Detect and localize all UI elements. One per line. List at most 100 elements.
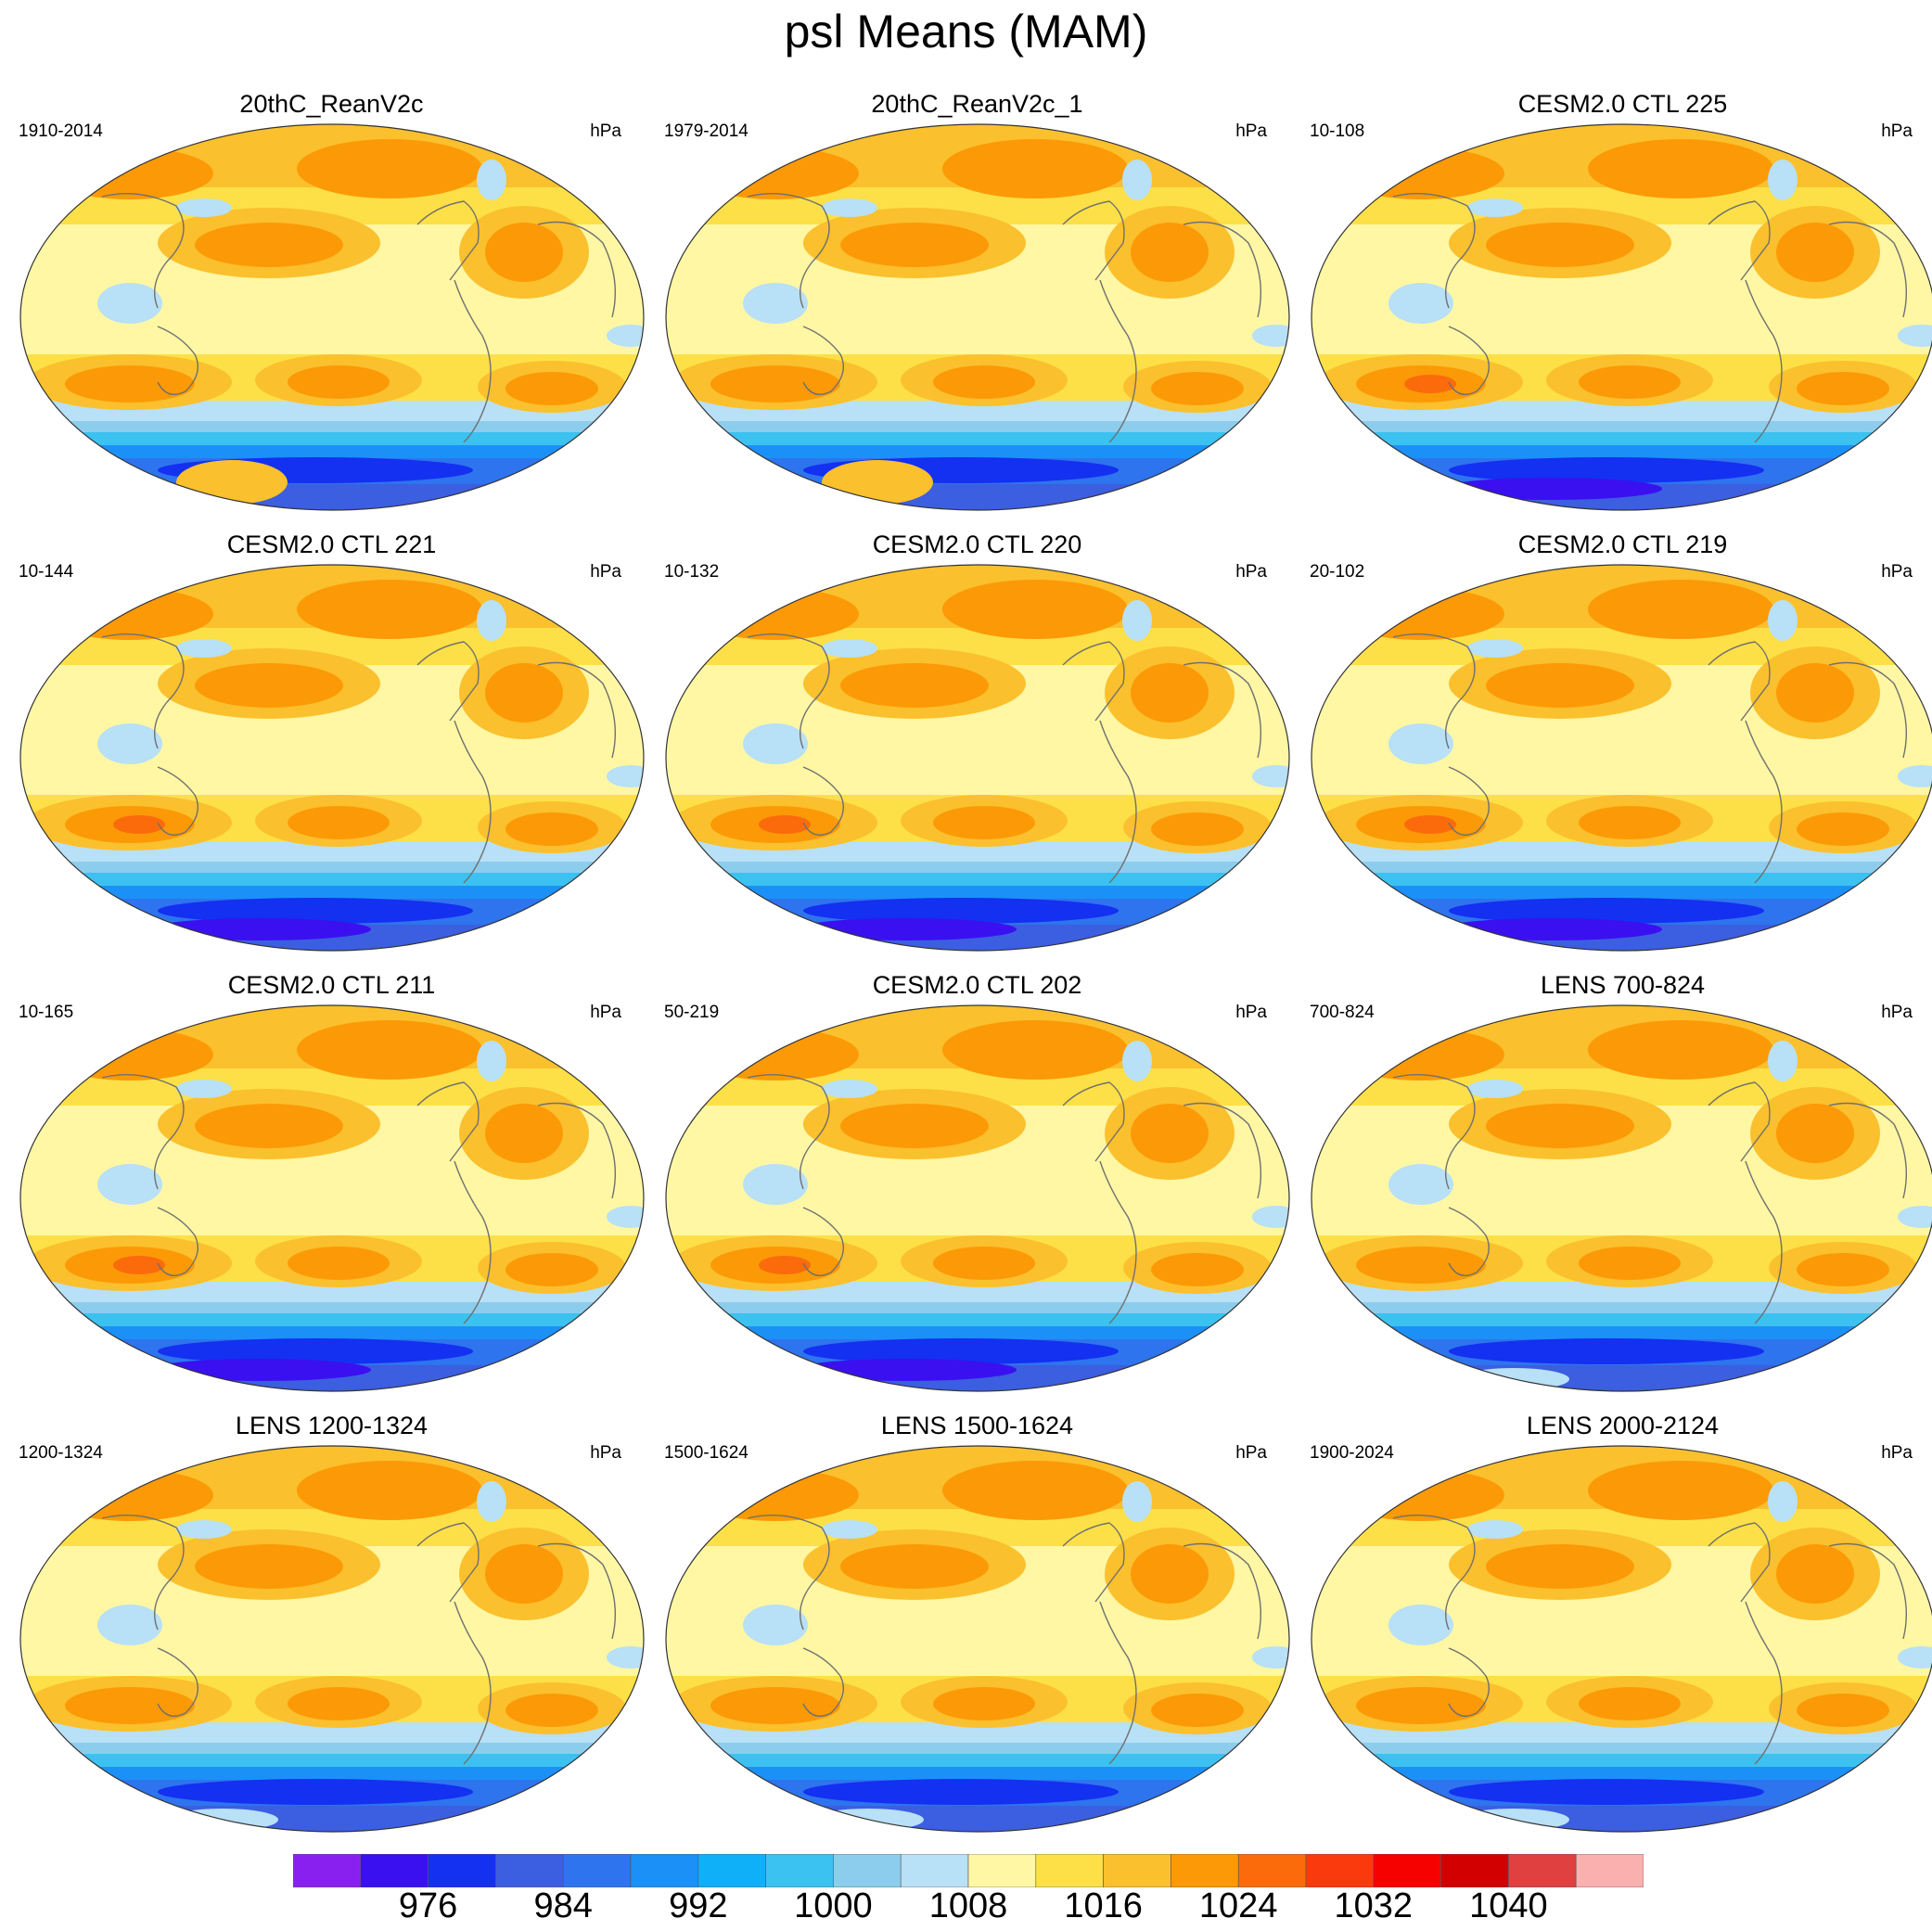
south-atlantic-high	[1797, 372, 1889, 405]
deep-trough	[148, 918, 371, 940]
map-panel: LENS 1200-1324 1200-1324 hPa	[9, 1411, 654, 1851]
high-pressure-arctic-americas	[1588, 1461, 1773, 1520]
map-panel: CESM2.0 CTL 221 10-144 hPa	[9, 530, 654, 970]
psl-band	[1311, 1326, 1932, 1339]
colorbar-bin	[833, 1854, 902, 1887]
panel-unit: hPa	[1881, 121, 1913, 141]
high-pressure-arctic-americas	[297, 139, 482, 198]
coastline	[1745, 279, 1783, 443]
high-pressure-arctic-americas	[1588, 580, 1773, 639]
coastline	[1062, 1081, 1125, 1162]
psl-map	[665, 1445, 1290, 1833]
indian-ocean-high	[710, 1687, 840, 1724]
psl-band	[20, 421, 644, 432]
asian-monsoon-low	[743, 283, 808, 324]
coastline	[537, 661, 616, 759]
map-border	[1311, 1004, 1932, 1392]
indian-ocean-core	[759, 815, 811, 834]
indian-ocean-high	[1356, 1247, 1486, 1284]
high-pressure-arctic-americas	[1588, 1020, 1773, 1080]
panel-title: CESM2.0 CTL 220	[872, 531, 1082, 558]
antarctic-high	[176, 460, 288, 505]
psl-band	[666, 421, 1289, 432]
psl-band	[1311, 862, 1932, 873]
south-pacific-high	[933, 1687, 1035, 1720]
panel-unit: hPa	[1235, 121, 1267, 141]
coastline	[157, 766, 198, 836]
coastline	[1708, 1081, 1771, 1162]
coastline	[157, 1647, 198, 1717]
map-panel: CESM2.0 CTL 220 10-132 hPa	[655, 530, 1299, 970]
aleutian-low	[1467, 1520, 1523, 1539]
colorbar-bin	[1508, 1854, 1577, 1887]
psl-band	[20, 484, 644, 510]
psl-map	[19, 1004, 645, 1392]
psl-map	[19, 564, 645, 952]
colorbar-bin	[1035, 1854, 1104, 1887]
coastline	[1062, 1522, 1125, 1603]
high-pressure-arctic-americas	[942, 139, 1128, 198]
coastline	[1828, 221, 1907, 318]
coastline	[1183, 661, 1261, 759]
panel-years: 1900-2024	[1310, 1443, 1394, 1463]
aleutian-low	[822, 639, 877, 658]
indian-ocean-high	[65, 1687, 195, 1724]
psl-map	[19, 123, 645, 511]
coastline	[1183, 221, 1261, 318]
icelandic-low	[477, 1041, 506, 1081]
coastline	[1745, 720, 1783, 884]
coastline	[1708, 641, 1771, 722]
high-pressure-arctic-americas	[942, 580, 1128, 639]
panel-title: CESM2.0 CTL 225	[1517, 90, 1728, 118]
psl-band	[20, 1302, 644, 1313]
panel-unit: hPa	[1235, 562, 1267, 582]
coastline	[1099, 1160, 1137, 1324]
south-pacific-high	[288, 1687, 390, 1720]
high-pressure-arctic	[692, 147, 859, 199]
circumpolar-trough	[803, 1338, 1119, 1364]
high-pressure-arctic	[46, 147, 213, 199]
colorbar-bin	[293, 1854, 362, 1887]
psl-band	[666, 1754, 1289, 1767]
psl-map	[665, 123, 1290, 511]
azores-high	[1776, 663, 1854, 723]
asian-monsoon-low	[97, 1605, 162, 1645]
icelandic-low	[1122, 1481, 1152, 1522]
coastline	[747, 1074, 830, 1190]
panel-years: 10-165	[19, 1003, 74, 1022]
psl-band	[1311, 1806, 1932, 1832]
psl-band	[1311, 1743, 1932, 1754]
psl-map	[19, 1445, 645, 1833]
colorbar-tick-label: 1032	[1334, 1886, 1414, 1925]
asian-monsoon-low	[97, 283, 162, 324]
colorbar-bin	[562, 1854, 632, 1887]
south-atlantic-high	[1151, 1694, 1244, 1727]
coastline	[416, 1522, 480, 1603]
azores-high	[1131, 1104, 1209, 1163]
panel-unit: hPa	[1881, 562, 1913, 582]
aleutian-low	[822, 1520, 877, 1539]
colorbar-bin	[1305, 1854, 1375, 1887]
psl-band	[666, 1326, 1289, 1339]
aleutian-low	[176, 1080, 232, 1098]
coastline	[1183, 1102, 1261, 1199]
asian-monsoon-low	[743, 1164, 808, 1205]
south-atlantic-high	[505, 1253, 598, 1286]
azores-high	[1776, 1544, 1854, 1604]
psl-band	[20, 1767, 644, 1780]
panel-title: LENS 1200-1324	[235, 1412, 429, 1439]
south-atlantic-high	[1797, 1253, 1889, 1286]
south-atlantic-high	[1797, 812, 1889, 846]
south-atlantic-high	[1797, 1694, 1889, 1727]
coastline	[1183, 1542, 1261, 1640]
colorbar-tick-label: 1040	[1469, 1886, 1548, 1925]
south-pacific-high	[1579, 1247, 1681, 1280]
psl-band	[1311, 1767, 1932, 1780]
asian-monsoon-low	[97, 723, 162, 764]
aleutian-low	[1467, 1080, 1523, 1098]
azores-high	[485, 223, 563, 282]
coastline	[416, 641, 480, 722]
coastline	[454, 1601, 492, 1765]
psl-band	[666, 1806, 1289, 1832]
high-pressure-arctic-americas	[297, 580, 482, 639]
